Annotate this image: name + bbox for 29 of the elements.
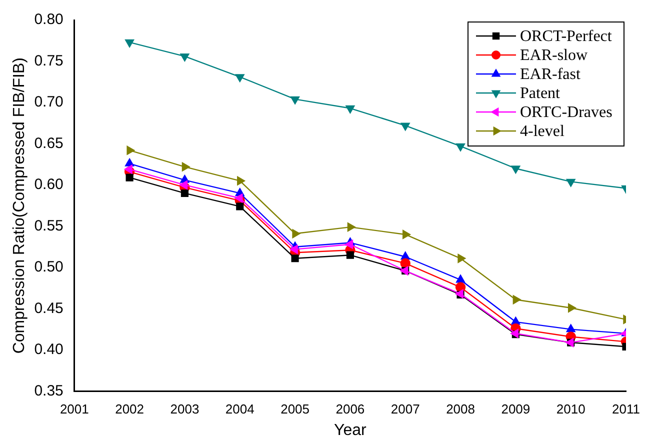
x-tick-label: 2008 [446,402,475,417]
y-tick-label: 0.35 [34,382,64,400]
y-tick-label: 0.50 [34,258,64,276]
x-tick-label: 2006 [336,402,365,417]
x-tick-label: 2007 [390,402,420,417]
legend-label: Patent [520,85,561,102]
y-tick-label: 0.45 [34,300,64,317]
x-tick-label: 2003 [170,402,200,417]
x-tick-label: 2009 [501,402,530,417]
legend-label: 4-level [520,123,565,140]
y-tick-label: 0.40 [34,341,64,358]
y-tick-label: 0.70 [34,94,64,111]
x-tick-label: 2002 [115,402,144,417]
y-tick-label: 0.65 [34,134,64,152]
y-tick-label: 0.80 [34,11,64,28]
legend-label: ORTC-Draves [520,104,612,122]
legend-label: EAR-fast [520,66,581,84]
x-tick-label: 2001 [60,402,89,417]
y-tick-label: 0.55 [34,217,64,234]
x-tick-label: 2010 [556,402,586,417]
x-axis-title: Year [334,422,368,439]
legend-label: EAR-slow [520,47,588,64]
x-tick-label: 2011 [612,402,640,417]
y-tick-label: 0.60 [34,176,64,194]
x-tick-label: 2005 [280,402,310,417]
legend-label: ORCT-Perfect [520,28,612,46]
x-tick-label: 2004 [225,402,254,417]
y-axis-title: Compression Ratio(Compressed FIB/FIB) [11,58,28,354]
y-tick-label: 0.75 [34,52,64,70]
